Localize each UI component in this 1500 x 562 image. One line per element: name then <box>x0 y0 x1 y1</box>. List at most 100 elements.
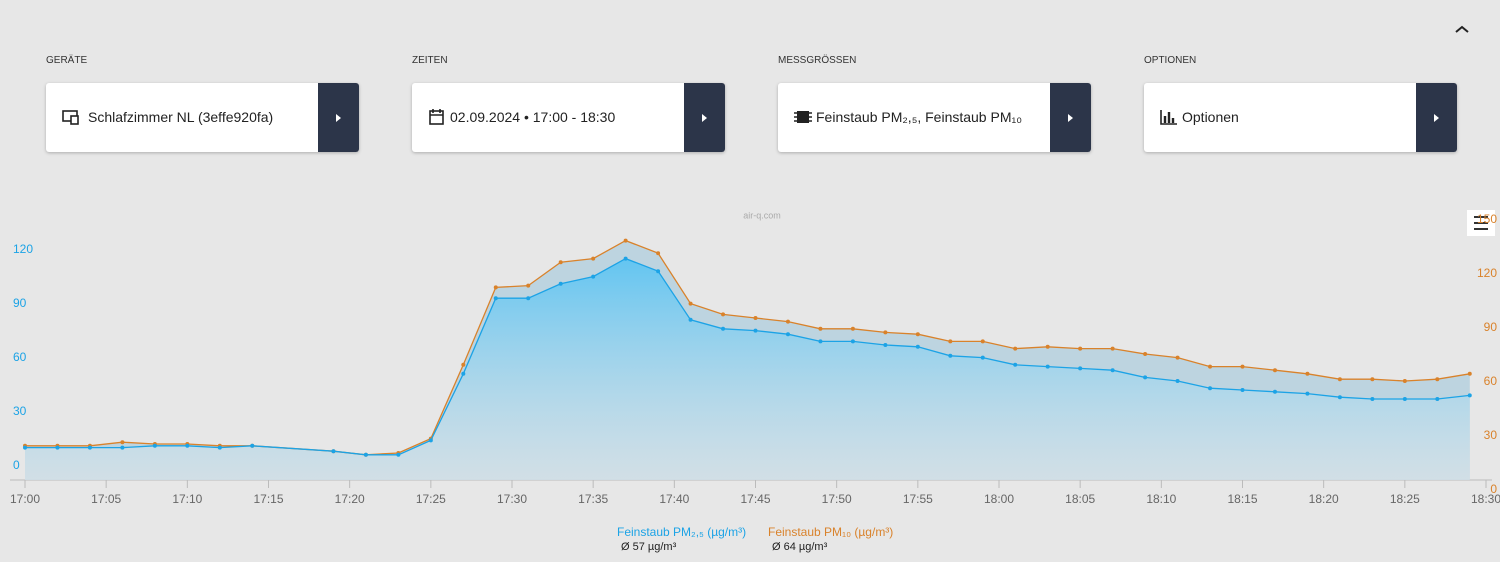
point <box>980 355 985 360</box>
point <box>1208 386 1213 391</box>
x-tick-label: 17:10 <box>172 492 202 506</box>
point <box>656 269 661 274</box>
sensor-icon <box>794 111 812 123</box>
point <box>1143 375 1148 380</box>
point <box>915 332 920 337</box>
point <box>1272 368 1277 373</box>
y2-tick-label: 60 <box>1484 374 1498 388</box>
time-select[interactable]: 02.09.2024 • 17:00 - 18:30 <box>412 83 725 152</box>
point <box>55 445 60 450</box>
menu-icon <box>1474 216 1488 230</box>
y2-tick-label: 0 <box>1490 482 1497 496</box>
x-tick-label: 17:25 <box>416 492 446 506</box>
point <box>526 283 531 288</box>
point <box>526 296 531 301</box>
point <box>948 353 953 358</box>
point <box>883 330 888 335</box>
point <box>493 296 498 301</box>
point <box>1045 344 1050 349</box>
point <box>1045 364 1050 369</box>
point <box>87 445 92 450</box>
y-tick-label: 60 <box>13 350 27 364</box>
control-label: ZEITEN <box>412 55 448 66</box>
control-label: OPTIONEN <box>1144 55 1197 66</box>
y-tick-label: 30 <box>13 404 27 418</box>
area <box>25 258 1470 480</box>
point <box>948 339 953 344</box>
point <box>785 319 790 324</box>
chart-icon <box>1160 110 1177 125</box>
legend-entry[interactable]: Feinstaub PM₁₀ (µg/m³) <box>768 525 893 539</box>
point <box>23 445 27 450</box>
point <box>721 312 726 317</box>
x-tick-label: 17:45 <box>740 492 770 506</box>
open-button[interactable] <box>1050 83 1091 152</box>
point <box>656 251 661 256</box>
device-select[interactable]: Schlafzimmer NL (3effe920fa) <box>46 83 359 152</box>
x-tick-label: 17:35 <box>578 492 608 506</box>
point <box>558 260 563 265</box>
point <box>1402 379 1407 383</box>
x-tick-label: 17:40 <box>659 492 689 506</box>
legend-entry[interactable]: Feinstaub PM₂,₅ (µg/m³) <box>617 525 746 539</box>
x-tick-label: 18:20 <box>1309 492 1339 506</box>
control-value: Schlafzimmer NL (3effe920fa) <box>88 109 274 125</box>
point <box>1175 379 1180 383</box>
point <box>1013 346 1018 351</box>
control-value: Feinstaub PM₂,₅, Feinstaub PM₁₀ <box>816 109 1023 125</box>
x-tick-label: 17:50 <box>822 492 852 506</box>
point <box>250 443 255 448</box>
point <box>1208 364 1213 369</box>
point <box>850 326 855 331</box>
x-tick-label: 18:10 <box>1146 492 1176 506</box>
point <box>818 326 823 331</box>
line <box>25 257 1470 456</box>
options-select[interactable]: Optionen <box>1144 83 1457 152</box>
point <box>1143 352 1148 356</box>
open-button[interactable] <box>318 83 359 152</box>
point <box>1240 364 1245 369</box>
point <box>915 344 920 349</box>
y-tick-label: 0 <box>13 458 20 472</box>
x-tick-label: 17:00 <box>10 492 40 506</box>
collapse-icon[interactable] <box>1455 25 1469 33</box>
point <box>493 285 498 290</box>
point <box>753 328 758 333</box>
y2-tick-label: 30 <box>1484 428 1498 442</box>
x-tick-label: 18:00 <box>984 492 1014 506</box>
point <box>1435 377 1440 382</box>
point <box>461 371 466 376</box>
point <box>753 316 758 320</box>
x-tick-label: 17:05 <box>91 492 121 506</box>
x-tick-label: 18:05 <box>1065 492 1095 506</box>
point <box>1305 391 1310 396</box>
control-label: GERÄTE <box>46 55 88 66</box>
x-tick-label: 17:20 <box>335 492 365 506</box>
point <box>1013 362 1018 367</box>
legend-average: Ø 57 µg/m³ <box>621 541 677 553</box>
calendar-icon <box>429 109 444 125</box>
point <box>461 362 466 367</box>
point <box>152 443 157 448</box>
measure-select[interactable]: Feinstaub PM₂,₅, Feinstaub PM₁₀ <box>778 83 1091 152</box>
legend-average: Ø 64 µg/m³ <box>772 541 828 553</box>
point <box>688 301 693 306</box>
point <box>120 445 125 450</box>
point <box>217 445 222 450</box>
point <box>120 440 125 445</box>
point <box>721 326 726 331</box>
point <box>1110 368 1115 373</box>
y2-tick-label: 120 <box>1477 266 1497 280</box>
point <box>185 443 190 448</box>
open-button[interactable] <box>1416 83 1457 152</box>
point <box>1467 371 1472 376</box>
point <box>1435 397 1440 401</box>
point <box>1078 366 1083 371</box>
open-button[interactable] <box>684 83 725 152</box>
point <box>850 339 855 344</box>
point <box>363 452 368 457</box>
point <box>1240 388 1245 392</box>
point <box>1370 397 1375 401</box>
